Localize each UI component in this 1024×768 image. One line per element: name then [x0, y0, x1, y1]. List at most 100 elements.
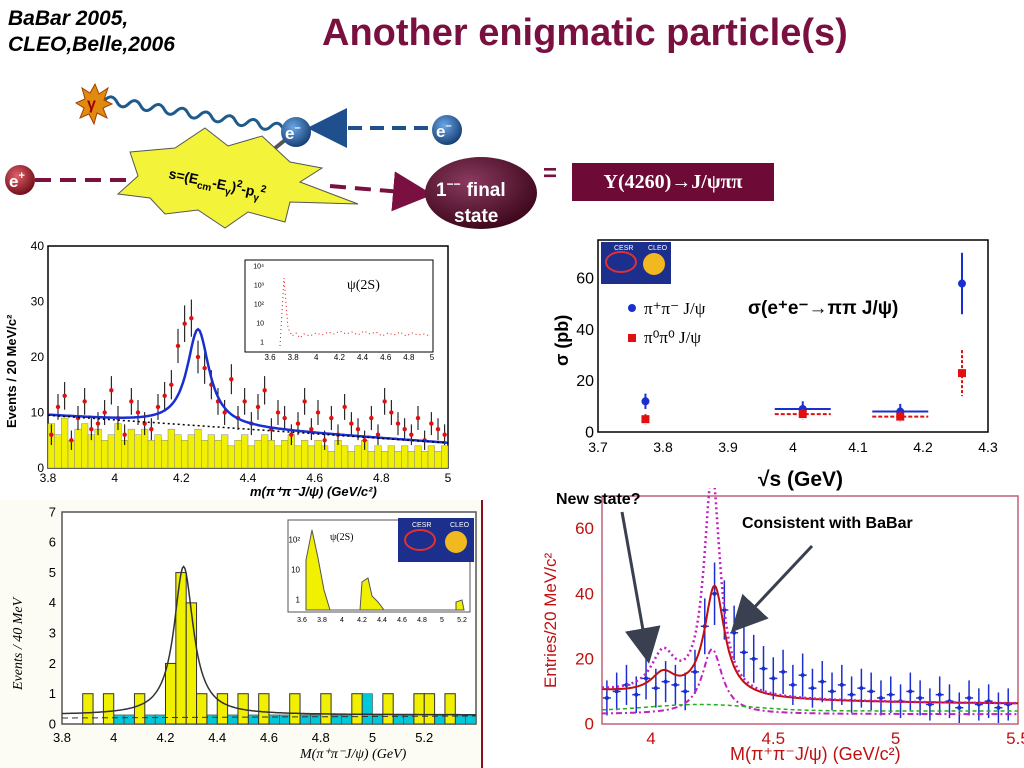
- xs-xt-label: 4.3: [978, 439, 998, 455]
- equals-sign: =: [543, 160, 558, 187]
- cleo-cesr-logo-icon: [404, 529, 436, 551]
- babar-data-point: [189, 315, 194, 321]
- babar-bg-bar: [327, 451, 335, 469]
- babar-data-point: [402, 426, 407, 432]
- babar-bg-bar: [214, 440, 222, 469]
- cleo-background-fit: [61, 715, 477, 719]
- cleo-yt-label: 2: [49, 656, 56, 671]
- babar-fit-curve: [47, 327, 449, 444]
- cleo-xt-label: 5.2: [415, 730, 433, 745]
- belle-data-point: [859, 686, 864, 691]
- cleo-bg-bar: [227, 714, 239, 725]
- reference-line-2: CLEO,Belle,2006: [8, 33, 175, 56]
- babar-bg-bar: [281, 440, 289, 469]
- babar-data-point: [129, 399, 134, 404]
- babar-inset-xt-label: 5: [430, 353, 435, 362]
- babar-bg-bar: [387, 445, 395, 469]
- belle-data-point: [761, 666, 766, 671]
- babar-xt-label: 4.4: [240, 471, 257, 485]
- babar-xt-label: 4.6: [306, 471, 323, 485]
- cleo-inset-xt-label: 4.4: [377, 617, 387, 624]
- xs-point-charged: [641, 397, 650, 406]
- babar-bg-bar: [181, 440, 189, 469]
- cleo-bg-bar: [113, 714, 125, 725]
- babar-bg-bar: [307, 445, 315, 469]
- babar-data-point: [55, 404, 61, 410]
- reference-text: BaBar 2005, CLEO,Belle,2006: [8, 6, 175, 58]
- xs-xt-label: 4.1: [848, 439, 868, 455]
- upsilon-label: Υ(4260)→J/ψππ: [572, 163, 774, 201]
- babar-data-point: [49, 432, 54, 437]
- cleo-xt-label: 4.8: [312, 730, 330, 745]
- babar-bg-bar: [247, 445, 255, 469]
- cleo-bar: [165, 662, 177, 725]
- cleo-inset-yt-label: 10²: [288, 536, 300, 545]
- cleo-logo-icon: [643, 253, 665, 275]
- belle-data-point: [781, 669, 786, 674]
- babar-xt-label: 3.8: [40, 471, 57, 485]
- babar-bg-bar: [267, 440, 275, 469]
- cleo-bg-bar: [268, 714, 280, 725]
- babar-data-point: [262, 388, 267, 393]
- cleo-bg-bar: [299, 714, 311, 725]
- positron-circle: [5, 165, 35, 195]
- cleo-xlabel: M(π⁺π⁻J/ψ) (GeV): [299, 747, 407, 762]
- cleo-bg-bar: [279, 714, 290, 725]
- belle-xt-label: 4.5: [761, 729, 785, 748]
- cleo-cesr-text: CESR: [412, 522, 431, 529]
- cesr-logo-icon: [605, 251, 637, 273]
- babar-data-point: [162, 393, 167, 399]
- legend-marker-charged: [628, 304, 636, 312]
- babar-bg-bar: [74, 428, 82, 469]
- belle-data-point: [732, 630, 737, 635]
- cleo-cleo-text: CLEO: [450, 522, 470, 529]
- annotation-consistent: Consistent with BaBar: [742, 515, 913, 532]
- belle-data-point: [692, 669, 697, 674]
- babar-bg-bar: [414, 445, 422, 469]
- cleo-xt-label: 4.2: [156, 730, 174, 745]
- cleo-bar: [289, 693, 301, 725]
- belle-xt-label: 4: [646, 729, 655, 748]
- positron-label: e+: [9, 170, 25, 191]
- babar-bg-bar: [101, 440, 109, 469]
- babar-inset-xt-label: 3.8: [288, 353, 300, 362]
- cleo-x-ticks: 3.8 4 4.2 4.4 4.6 4.8 5 5.2: [53, 730, 433, 745]
- babar-data-point: [329, 415, 334, 421]
- cesr-text: CESR: [614, 245, 633, 252]
- belle-data-point: [820, 679, 825, 684]
- cleo-cleo-logo-icon: [445, 531, 467, 553]
- belle-data-point: [918, 695, 923, 700]
- cleo-xt-label: 4.6: [260, 730, 278, 745]
- cleo-bar: [320, 693, 332, 725]
- cleo-bar: [351, 693, 363, 725]
- babar-data-point: [155, 404, 161, 410]
- gamma-burst-icon: [74, 82, 114, 126]
- belle-data-points: [602, 562, 1013, 723]
- babar-data-point: [382, 399, 387, 404]
- xs-x-ticks: 3.7 3.8 3.9 4 4.1 4.2 4.3: [588, 439, 998, 455]
- belle-yt-label: 0: [585, 715, 594, 734]
- belle-data-point: [849, 692, 854, 697]
- babar-data-point: [109, 388, 114, 393]
- babar-data-point: [275, 410, 281, 415]
- xs-xt-label: 4: [789, 439, 797, 455]
- babar-data-point: [102, 410, 107, 415]
- cleo-inset-xt-label: 4.6: [397, 617, 407, 624]
- babar-data-point: [89, 426, 94, 432]
- xs-yt-label: 0: [585, 424, 594, 441]
- babar-data-point: [195, 354, 201, 360]
- babar-data-point: [415, 415, 421, 421]
- cleo-xt-label: 4: [110, 730, 117, 745]
- cleo-inset-xt-label: 3.8: [317, 617, 327, 624]
- belle-data-point: [967, 695, 972, 700]
- cleo-y-ticks: 0 1 2 3 4 5 6 7: [49, 504, 56, 731]
- belle-data-point: [800, 673, 805, 678]
- babar-bg-bar: [427, 445, 435, 469]
- belle-xlabel: M(π⁺π⁻J/ψ) (GeV/c²): [730, 744, 901, 764]
- babar-plot: 3.8 4 4.2 4.4 4.6 4.8 5 0 10 20 30 40 m(π⁺π⁻J/ψ) (…: [4, 239, 452, 499]
- electron-left-label: e–: [285, 122, 301, 143]
- belle-data-point: [741, 650, 746, 655]
- babar-bg-bar: [174, 434, 182, 469]
- isr-diagram: γ s=(Ecm-Eγ)2-pγ2 e– e– e+ 1−− final stat…: [5, 82, 537, 229]
- babar-bg-bar: [374, 445, 382, 469]
